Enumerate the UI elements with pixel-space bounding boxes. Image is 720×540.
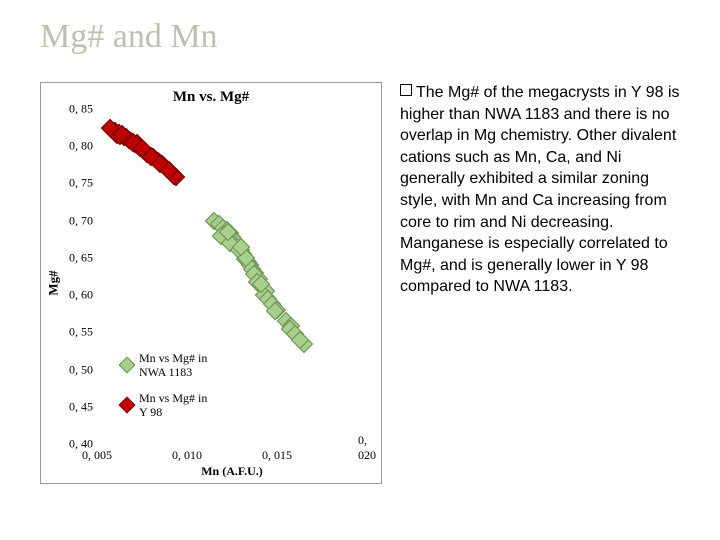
legend-item: Mn vs Mg# inY 98 [121,391,207,420]
legend-marker-icon [119,397,136,414]
chart-container: Mn vs. Mg# Mg# 0, 850, 800, 750, 700, 65… [40,82,382,484]
y-tick-label: 0, 80 [65,139,93,154]
slide-title: Mg# and Mn [40,18,218,56]
y-tick-label: 0, 65 [65,250,93,265]
y-tick-label: 0, 70 [65,213,93,228]
legend-marker-icon [119,357,136,374]
x-tick-label: 0, 020 [358,433,376,463]
y-tick-label: 0, 50 [65,362,93,377]
content-row: Mn vs. Mg# Mg# 0, 850, 800, 750, 700, 65… [40,82,690,484]
y-tick-label: 0, 85 [65,102,93,117]
x-tick-label: 0, 015 [262,448,292,463]
legend-label: Mn vs Mg# inNWA 1183 [139,351,207,380]
y-tick-label: 0, 55 [65,325,93,340]
body-paragraph: The Mg# of the megacrysts in Y 98 is hig… [400,84,680,295]
y-tick-label: 0, 60 [65,288,93,303]
x-axis-label: Mn (A.F.U.) [97,464,367,479]
body-text: The Mg# of the megacrysts in Y 98 is hig… [400,82,690,484]
bullet-icon [400,84,412,96]
y-tick-label: 0, 45 [65,399,93,414]
legend-item: Mn vs Mg# inNWA 1183 [121,351,207,380]
x-tick-label: 0, 005 [82,448,112,463]
legend-label: Mn vs Mg# inY 98 [139,391,207,420]
x-tick-label: 0, 010 [172,448,202,463]
y-axis-label: Mg# [46,270,62,295]
y-tick-label: 0, 75 [65,176,93,191]
